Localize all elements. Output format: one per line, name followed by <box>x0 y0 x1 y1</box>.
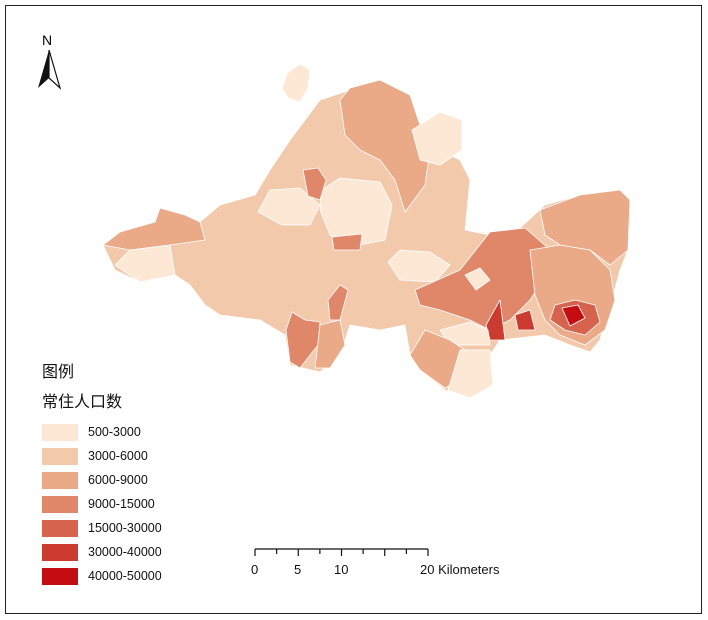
legend-label: 9000-15000 <box>88 497 155 511</box>
legend-item: 500-3000 <box>42 420 162 444</box>
region-island <box>281 63 311 103</box>
region <box>331 233 363 251</box>
legend-item: 15000-30000 <box>42 516 162 540</box>
region <box>539 189 631 266</box>
north-label: N <box>42 32 53 48</box>
legend-label: 6000-9000 <box>88 473 148 487</box>
legend-label: 500-3000 <box>88 425 141 439</box>
legend-swatch <box>42 543 78 561</box>
legend-swatch <box>42 519 78 537</box>
legend-swatch <box>42 567 78 585</box>
legend-item: 3000-6000 <box>42 444 162 468</box>
scale-label-20: 20 Kilometers <box>420 562 500 577</box>
legend-swatch <box>42 495 78 513</box>
scale-label-0: 0 <box>251 562 259 577</box>
legend-label: 3000-6000 <box>88 449 148 463</box>
scale-label-5: 5 <box>294 562 302 577</box>
region <box>561 304 586 327</box>
legend: 图例 常住人口数 500-3000 3000-6000 6000-9000 9000-… <box>42 358 162 588</box>
legend-swatch <box>42 447 78 465</box>
region <box>114 244 176 283</box>
north-arrow-icon <box>38 49 62 90</box>
map-border <box>5 5 702 614</box>
region <box>514 309 536 331</box>
legend-item: 30000-40000 <box>42 540 162 564</box>
legend-subtitle: 常住人口数 <box>42 392 123 411</box>
region <box>464 267 491 291</box>
region <box>327 284 349 321</box>
scale-bar <box>254 548 429 556</box>
legend-swatch <box>42 423 78 441</box>
region <box>319 177 393 246</box>
region <box>387 249 451 283</box>
region <box>302 167 327 201</box>
region <box>411 111 463 166</box>
region <box>314 319 346 369</box>
legend-label: 30000-40000 <box>88 545 162 559</box>
legend-label: 40000-50000 <box>88 569 162 583</box>
scale-label-10: 10 <box>334 562 349 577</box>
legend-swatch <box>42 471 78 489</box>
region <box>339 79 431 213</box>
region <box>447 349 494 399</box>
legend-title: 图例 <box>42 362 75 381</box>
region <box>257 187 321 226</box>
legend-label: 15000-30000 <box>88 521 162 535</box>
legend-item: 6000-9000 <box>42 468 162 492</box>
legend-item: 9000-15000 <box>42 492 162 516</box>
legend-item: 40000-50000 <box>42 564 162 588</box>
